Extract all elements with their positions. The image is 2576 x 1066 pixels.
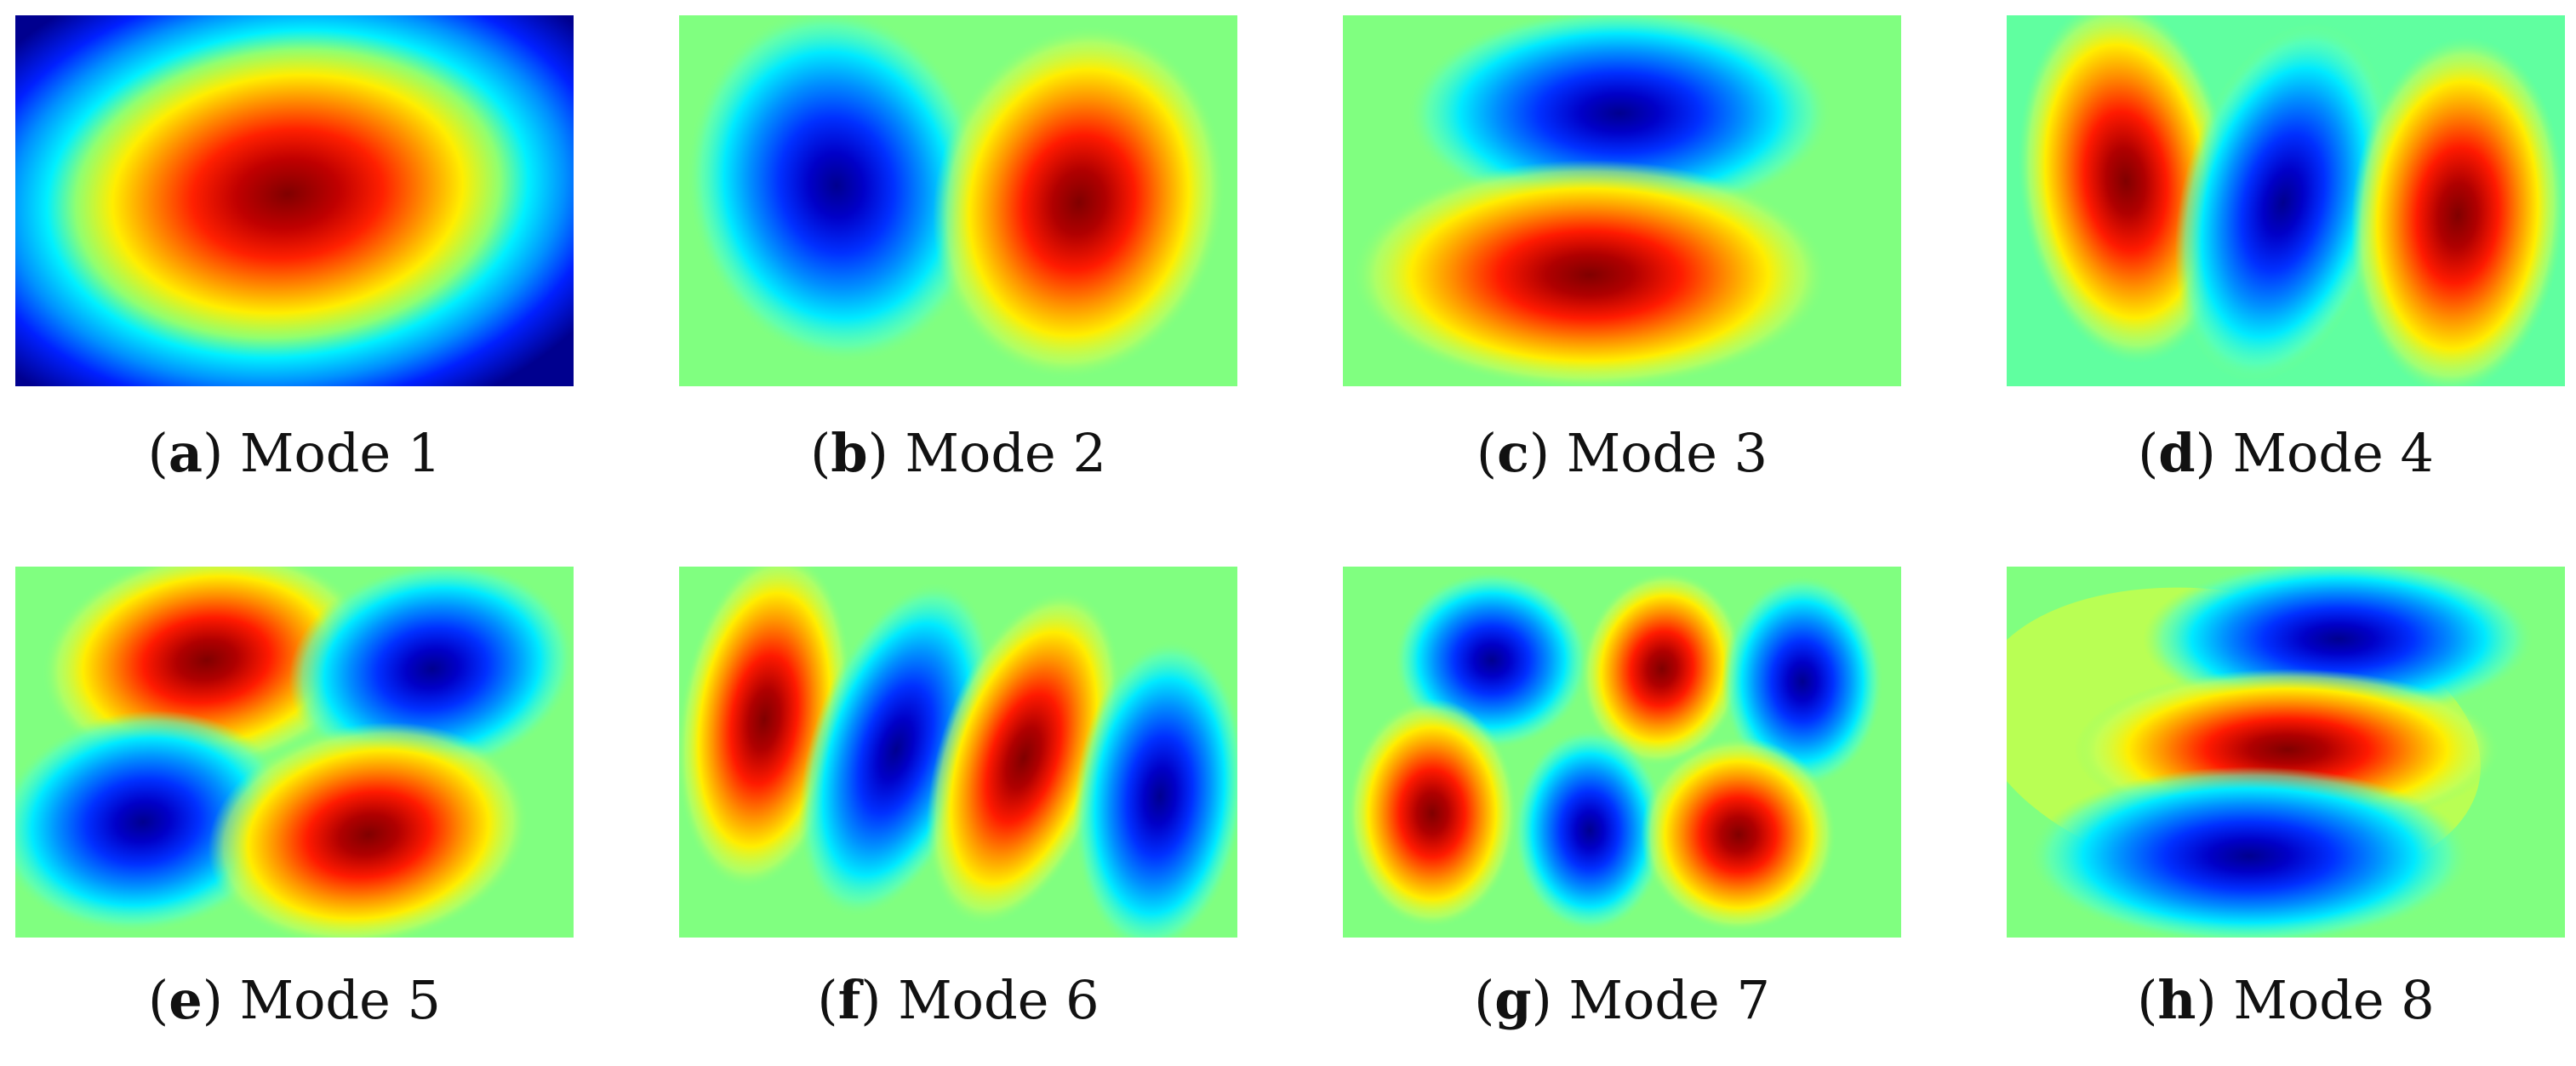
caption-label: Mode 6 bbox=[898, 969, 1100, 1031]
caption-label: Mode 7 bbox=[1568, 969, 1770, 1031]
mode-7-contour bbox=[1343, 567, 1901, 938]
mode-8-contour bbox=[2007, 567, 2565, 938]
caption-label: Mode 3 bbox=[1566, 422, 1768, 484]
mode-1-plot bbox=[15, 15, 574, 386]
mode-3-plot bbox=[1343, 15, 1901, 386]
caption-letter: d bbox=[2158, 422, 2196, 484]
mode-5-plot bbox=[15, 567, 574, 938]
mode-4-contour bbox=[2007, 15, 2565, 386]
caption-letter: h bbox=[2157, 969, 2196, 1031]
mode-1-contour bbox=[15, 15, 574, 386]
mode-4-plot bbox=[2007, 15, 2565, 386]
mode-3-contour bbox=[1343, 15, 1901, 386]
caption-letter: e bbox=[168, 969, 203, 1031]
mode-2-contour bbox=[679, 15, 1237, 386]
mode-6-plot bbox=[679, 567, 1237, 938]
caption-letter: b bbox=[831, 422, 868, 484]
caption-mode-6: (f) Mode 6 bbox=[817, 969, 1100, 1031]
mode-8-plot bbox=[2007, 567, 2565, 938]
mode-7-plot bbox=[1343, 567, 1901, 938]
caption-letter: a bbox=[168, 422, 203, 484]
caption-label: Mode 1 bbox=[239, 422, 442, 484]
caption-mode-2: (b) Mode 2 bbox=[810, 422, 1106, 484]
caption-label: Mode 5 bbox=[239, 969, 441, 1031]
caption-mode-8: (h) Mode 8 bbox=[2137, 969, 2435, 1031]
caption-letter: f bbox=[837, 969, 861, 1031]
caption-letter: c bbox=[1497, 422, 1529, 484]
caption-mode-7: (g) Mode 7 bbox=[1474, 969, 1770, 1031]
mode-5-contour bbox=[15, 567, 574, 938]
caption-mode-3: (c) Mode 3 bbox=[1476, 422, 1768, 484]
caption-mode-4: (d) Mode 4 bbox=[2138, 422, 2434, 484]
caption-mode-5: (e) Mode 5 bbox=[148, 969, 441, 1031]
caption-mode-1: (a) Mode 1 bbox=[147, 422, 442, 484]
caption-label: Mode 8 bbox=[2233, 969, 2435, 1031]
mode-2-plot bbox=[679, 15, 1237, 386]
caption-label: Mode 4 bbox=[2232, 422, 2434, 484]
caption-letter: g bbox=[1494, 969, 1532, 1031]
mode-6-contour bbox=[679, 567, 1237, 938]
caption-label: Mode 2 bbox=[905, 422, 1106, 484]
